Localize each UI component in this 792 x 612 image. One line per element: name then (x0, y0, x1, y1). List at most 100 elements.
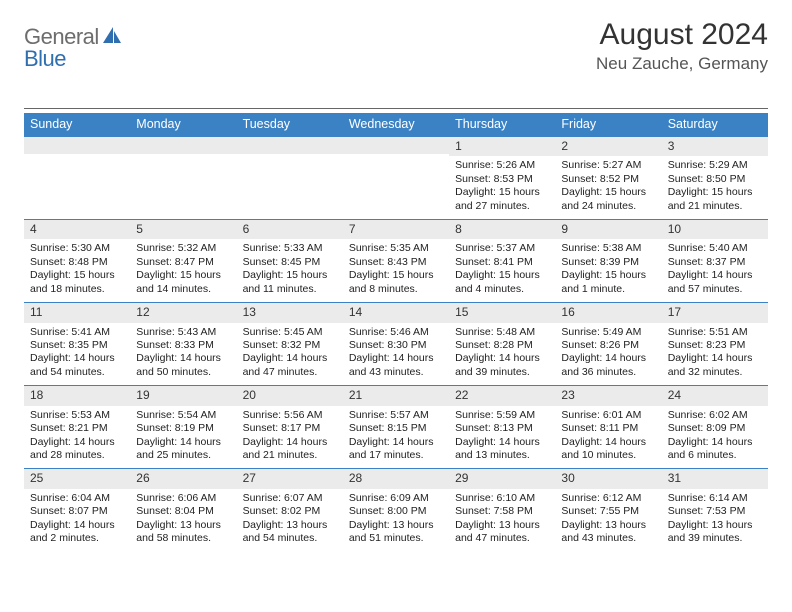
day-cell: 22Sunrise: 5:59 AMSunset: 8:13 PMDayligh… (449, 385, 555, 468)
dow-tuesday: Tuesday (237, 113, 343, 136)
day-number-bar: 14 (343, 302, 449, 322)
sunset-line: Sunset: 8:37 PM (668, 256, 762, 269)
day-cell: 31Sunrise: 6:14 AMSunset: 7:53 PMDayligh… (662, 468, 768, 551)
day-body: Sunrise: 5:30 AMSunset: 8:48 PMDaylight:… (24, 239, 130, 302)
day-number-bar: 1 (449, 136, 555, 156)
day-number-bar: 18 (24, 385, 130, 405)
sunrise-line: Sunrise: 5:30 AM (30, 242, 124, 255)
day-number-bar (343, 136, 449, 154)
day-number-bar: 31 (662, 468, 768, 488)
sunrise-line: Sunrise: 5:59 AM (455, 409, 549, 422)
day-number: 2 (561, 139, 568, 153)
day-number-bar: 28 (343, 468, 449, 488)
day-number-bar: 19 (130, 385, 236, 405)
day-body: Sunrise: 6:02 AMSunset: 8:09 PMDaylight:… (662, 406, 768, 469)
day-body: Sunrise: 5:49 AMSunset: 8:26 PMDaylight:… (555, 323, 661, 386)
day-number-bar: 21 (343, 385, 449, 405)
day-cell: 16Sunrise: 5:49 AMSunset: 8:26 PMDayligh… (555, 302, 661, 385)
sunset-line: Sunset: 7:58 PM (455, 505, 549, 518)
sunrise-line: Sunrise: 5:57 AM (349, 409, 443, 422)
dow-wednesday: Wednesday (343, 113, 449, 136)
day-cell (130, 136, 236, 219)
day-body: Sunrise: 5:27 AMSunset: 8:52 PMDaylight:… (555, 156, 661, 219)
day-cell: 23 Sunrise: 6:01 AMSunset: 8:11 PMDayligh… (555, 385, 661, 468)
day-body: Sunrise: 5:29 AMSunset: 8:50 PMDaylight:… (662, 156, 768, 219)
day-cell: 25Sunrise: 6:04 AMSunset: 8:07 PMDayligh… (24, 468, 130, 551)
day-number-bar: 15 (449, 302, 555, 322)
daylight-line: Daylight: 15 hours and 27 minutes. (455, 186, 549, 213)
calendar-grid: Sunday Monday Tuesday Wednesday Thursday… (24, 113, 768, 552)
day-number-bar: 9 (555, 219, 661, 239)
sunset-line: Sunset: 8:53 PM (455, 173, 549, 186)
daylight-line: Daylight: 14 hours and 36 minutes. (561, 352, 655, 379)
day-cell: 15Sunrise: 5:48 AMSunset: 8:28 PMDayligh… (449, 302, 555, 385)
day-number-bar: 16 (555, 302, 661, 322)
sunrise-line: Sunrise: 6:06 AM (136, 492, 230, 505)
day-cell: 8Sunrise: 5:37 AMSunset: 8:41 PMDaylight… (449, 219, 555, 302)
day-number-bar: 2 (555, 136, 661, 156)
location-label: Neu Zauche, Germany (596, 54, 768, 74)
day-cell: 21Sunrise: 5:57 AMSunset: 8:15 PMDayligh… (343, 385, 449, 468)
daylight-line: Daylight: 14 hours and 47 minutes. (243, 352, 337, 379)
logo-sail-icon (101, 25, 123, 50)
sunset-line: Sunset: 8:11 PM (561, 422, 655, 435)
sunset-line: Sunset: 8:19 PM (136, 422, 230, 435)
day-number-bar: 30 (555, 468, 661, 488)
day-number-bar: 23 (555, 385, 661, 405)
dow-sunday: Sunday (24, 113, 130, 136)
day-body: Sunrise: 5:51 AMSunset: 8:23 PMDaylight:… (662, 323, 768, 386)
daylight-line: Daylight: 13 hours and 47 minutes. (455, 519, 549, 546)
day-body: Sunrise: 6:07 AMSunset: 8:02 PMDaylight:… (237, 489, 343, 552)
day-cell: 30Sunrise: 6:12 AMSunset: 7:55 PMDayligh… (555, 468, 661, 551)
day-number: 24 (668, 388, 681, 402)
day-cell: 11Sunrise: 5:41 AMSunset: 8:35 PMDayligh… (24, 302, 130, 385)
daylight-line: Daylight: 14 hours and 50 minutes. (136, 352, 230, 379)
day-number-bar: 6 (237, 219, 343, 239)
sunset-line: Sunset: 8:13 PM (455, 422, 549, 435)
day-cell: 13Sunrise: 5:45 AMSunset: 8:32 PMDayligh… (237, 302, 343, 385)
daylight-line: Daylight: 14 hours and 6 minutes. (668, 436, 762, 463)
sunset-line: Sunset: 8:17 PM (243, 422, 337, 435)
day-body: Sunrise: 5:32 AMSunset: 8:47 PMDaylight:… (130, 239, 236, 302)
daylight-line: Daylight: 14 hours and 57 minutes. (668, 269, 762, 296)
day-number: 1 (455, 139, 462, 153)
dow-thursday: Thursday (449, 113, 555, 136)
day-cell (343, 136, 449, 219)
daylight-line: Daylight: 14 hours and 54 minutes. (30, 352, 124, 379)
day-body: Sunrise: 5:38 AMSunset: 8:39 PMDaylight:… (555, 239, 661, 302)
sunset-line: Sunset: 8:32 PM (243, 339, 337, 352)
day-number: 4 (30, 222, 37, 236)
day-number: 15 (455, 305, 468, 319)
day-body: Sunrise: 6:14 AMSunset: 7:53 PMDaylight:… (662, 489, 768, 552)
day-number-bar: 13 (237, 302, 343, 322)
sunrise-line: Sunrise: 5:35 AM (349, 242, 443, 255)
dow-friday: Friday (555, 113, 661, 136)
day-number: 23 (561, 388, 574, 402)
daylight-line: Daylight: 14 hours and 10 minutes. (561, 436, 655, 463)
day-body: Sunrise: 6:01 AMSunset: 8:11 PMDaylight:… (555, 406, 661, 469)
sunset-line: Sunset: 8:00 PM (349, 505, 443, 518)
day-cell (24, 136, 130, 219)
day-body: Sunrise: 6:10 AMSunset: 7:58 PMDaylight:… (449, 489, 555, 552)
day-body: Sunrise: 5:35 AMSunset: 8:43 PMDaylight:… (343, 239, 449, 302)
day-cell: 1Sunrise: 5:26 AMSunset: 8:53 PMDaylight… (449, 136, 555, 219)
day-number-bar: 10 (662, 219, 768, 239)
sunset-line: Sunset: 8:28 PM (455, 339, 549, 352)
day-cell: 6Sunrise: 5:33 AMSunset: 8:45 PMDaylight… (237, 219, 343, 302)
day-number: 5 (136, 222, 143, 236)
sunrise-line: Sunrise: 5:32 AM (136, 242, 230, 255)
sunrise-line: Sunrise: 6:09 AM (349, 492, 443, 505)
day-number: 28 (349, 471, 362, 485)
weeks-container: 1Sunrise: 5:26 AMSunset: 8:53 PMDaylight… (24, 136, 768, 552)
sunset-line: Sunset: 8:43 PM (349, 256, 443, 269)
week-row: 1Sunrise: 5:26 AMSunset: 8:53 PMDaylight… (24, 136, 768, 219)
daylight-line: Daylight: 15 hours and 24 minutes. (561, 186, 655, 213)
sunset-line: Sunset: 8:33 PM (136, 339, 230, 352)
day-number-bar: 17 (662, 302, 768, 322)
day-number-bar (24, 136, 130, 154)
daylight-line: Daylight: 14 hours and 32 minutes. (668, 352, 762, 379)
day-body: Sunrise: 5:56 AMSunset: 8:17 PMDaylight:… (237, 406, 343, 469)
day-cell: 18Sunrise: 5:53 AMSunset: 8:21 PMDayligh… (24, 385, 130, 468)
day-cell: 29Sunrise: 6:10 AMSunset: 7:58 PMDayligh… (449, 468, 555, 551)
day-cell: 27Sunrise: 6:07 AMSunset: 8:02 PMDayligh… (237, 468, 343, 551)
